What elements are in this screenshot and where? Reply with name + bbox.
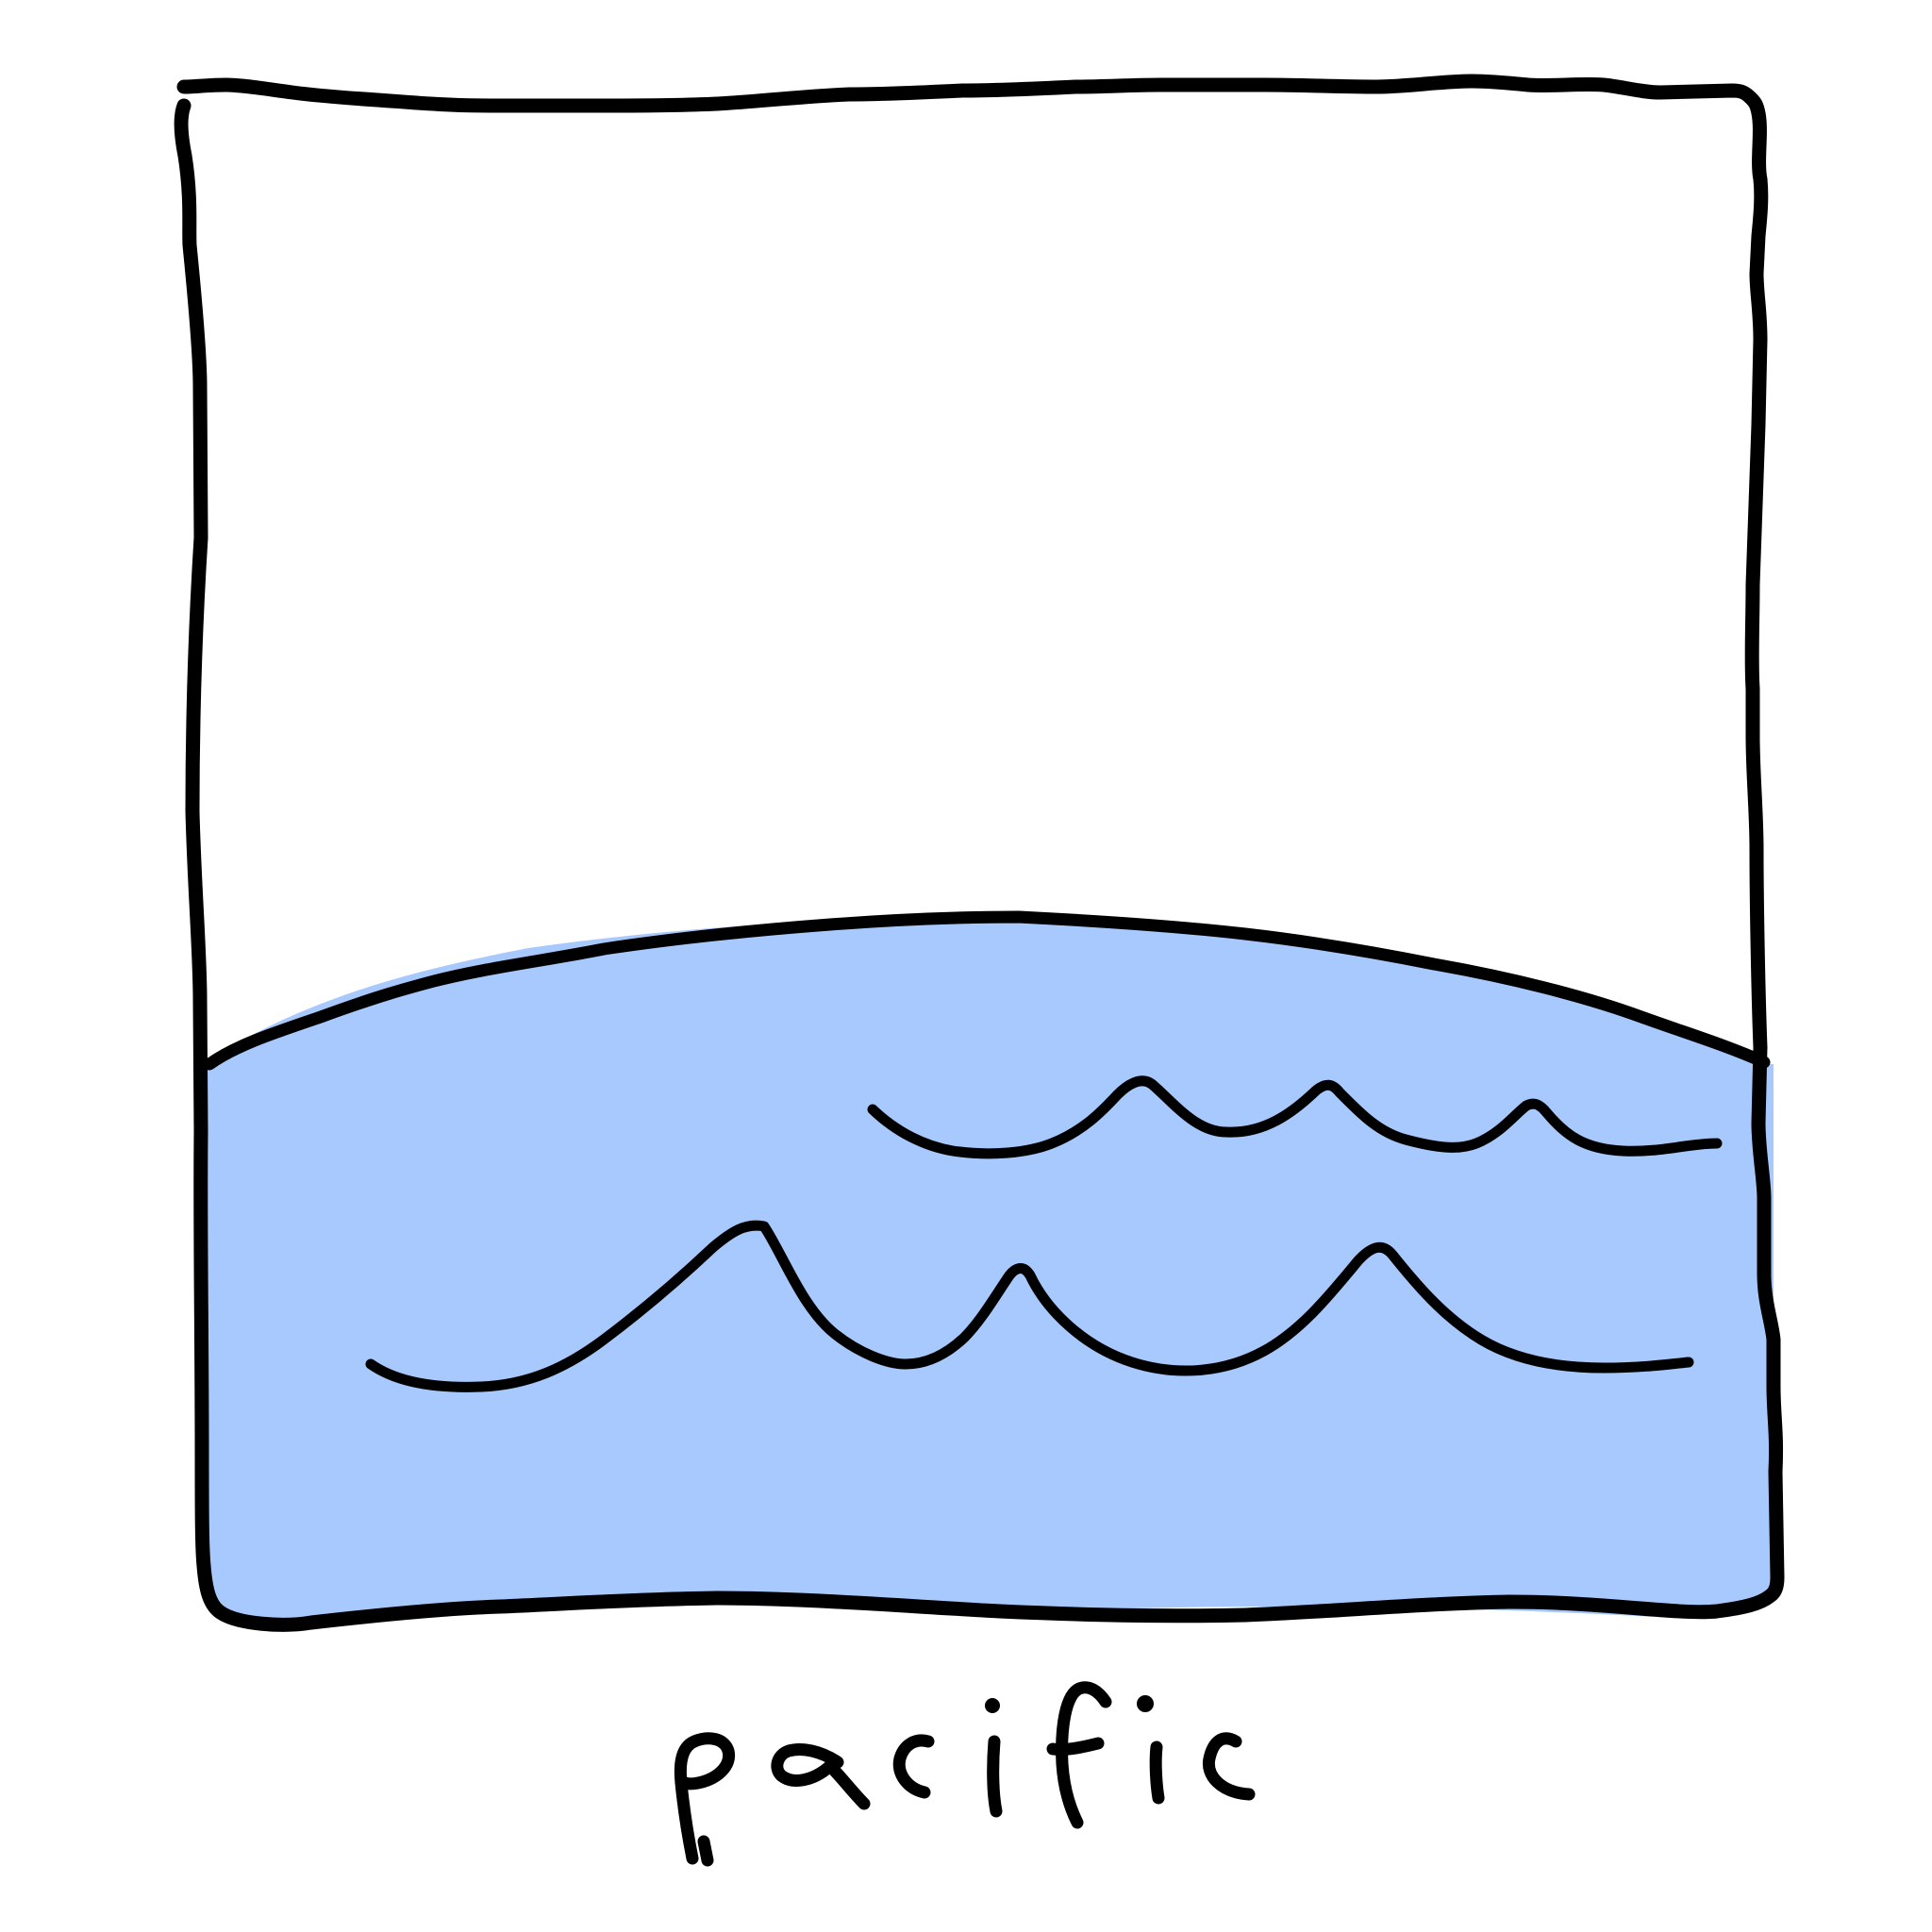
caption-lettering bbox=[674, 1681, 1256, 1867]
picture-frame bbox=[174, 74, 1785, 1632]
letter-a bbox=[771, 1743, 871, 1810]
letter-i2 bbox=[1149, 1740, 1165, 1805]
letter-p-tail bbox=[697, 1835, 714, 1867]
letter-i-dot bbox=[985, 1698, 1000, 1713]
lower-wave bbox=[365, 1220, 1694, 1392]
letter-f bbox=[1056, 1681, 1112, 1829]
letter-i bbox=[987, 1735, 1003, 1818]
upper-wave bbox=[867, 1075, 1723, 1159]
letter-i2-dot bbox=[1137, 1695, 1154, 1712]
letter-f-crossbar bbox=[1046, 1737, 1105, 1756]
letter-p bbox=[674, 1732, 736, 1865]
letter-c bbox=[892, 1734, 935, 1799]
letter-c2 bbox=[1202, 1732, 1256, 1801]
water-surface-line bbox=[203, 910, 1771, 1071]
ocean-water bbox=[202, 917, 1774, 1624]
